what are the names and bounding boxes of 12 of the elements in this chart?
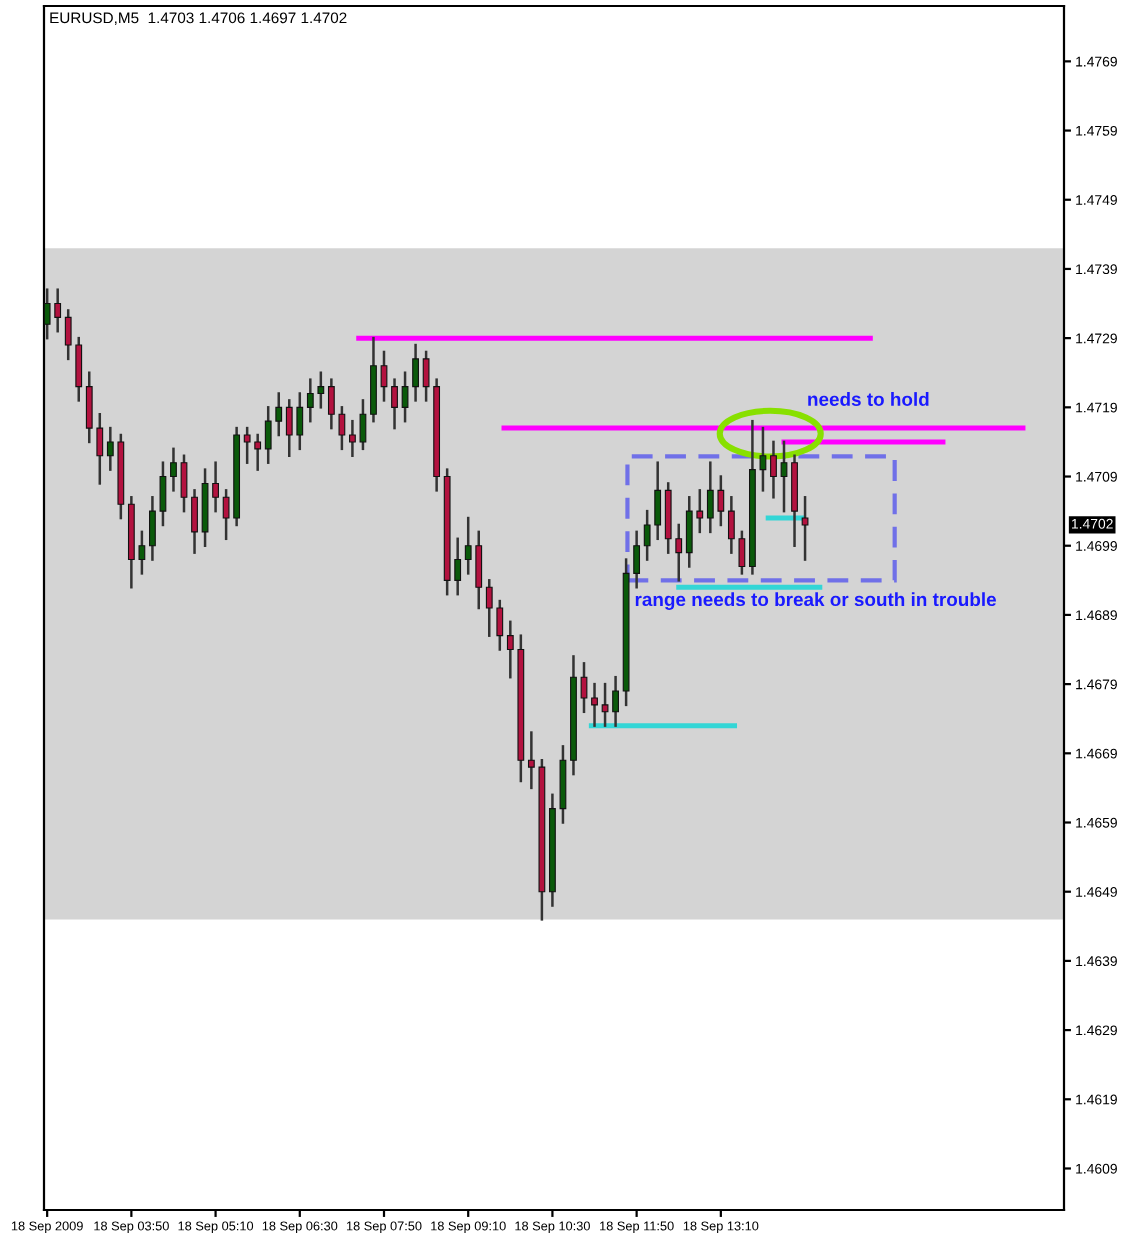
candlestick bbox=[391, 378, 398, 430]
candlestick bbox=[770, 440, 777, 499]
candlestick bbox=[801, 496, 809, 561]
annotation: range needs to break or south in trouble bbox=[635, 592, 996, 610]
candlestick bbox=[170, 447, 177, 492]
candlestick bbox=[380, 350, 388, 402]
candlestick bbox=[191, 489, 198, 554]
candlestick bbox=[591, 682, 598, 727]
candlestick bbox=[580, 662, 588, 714]
annotation: needs to hold bbox=[808, 392, 929, 406]
candlestick bbox=[180, 454, 188, 513]
candlestick bbox=[780, 440, 788, 513]
